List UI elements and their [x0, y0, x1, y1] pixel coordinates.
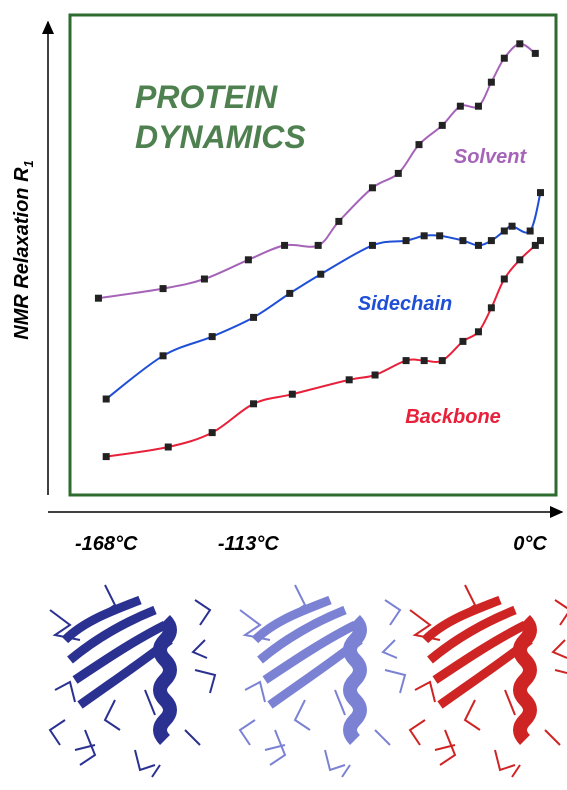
data-point: [509, 223, 516, 230]
data-point: [369, 242, 376, 249]
data-point: [103, 453, 110, 460]
data-point: [95, 295, 102, 302]
data-point: [165, 444, 172, 451]
data-point: [245, 256, 252, 263]
data-point: [527, 228, 534, 235]
data-point: [369, 184, 376, 191]
x-tick-label: -168°C: [75, 533, 138, 555]
data-point: [537, 189, 544, 196]
data-point: [372, 372, 379, 379]
data-point: [459, 237, 466, 244]
data-point: [317, 271, 324, 278]
data-point: [532, 50, 539, 57]
data-point: [395, 170, 402, 177]
data-point: [335, 218, 342, 225]
data-point: [421, 357, 428, 364]
data-point: [103, 396, 110, 403]
data-point: [516, 40, 523, 47]
data-point: [289, 391, 296, 398]
data-point: [346, 376, 353, 383]
data-point: [281, 242, 288, 249]
data-point: [160, 285, 167, 292]
data-point: [201, 276, 208, 283]
series-label: Solvent: [454, 146, 528, 168]
structure-mid: [240, 585, 405, 777]
data-point: [209, 333, 216, 340]
data-point: [475, 103, 482, 110]
x-tick-label: 0°C: [513, 533, 547, 555]
data-point: [475, 242, 482, 249]
data-point: [403, 237, 410, 244]
series-label: Backbone: [405, 406, 501, 428]
data-point: [160, 352, 167, 359]
data-point: [439, 122, 446, 129]
structure-high: [410, 585, 567, 777]
series-label: Sidechain: [358, 293, 452, 315]
protein-structures: [50, 585, 567, 777]
data-point: [501, 228, 508, 235]
x-tick-label: -113°C: [218, 533, 280, 555]
data-point: [415, 141, 422, 148]
data-point: [286, 290, 293, 297]
data-point: [475, 328, 482, 335]
data-point: [421, 232, 428, 239]
data-point: [436, 232, 443, 239]
data-point: [403, 357, 410, 364]
data-point: [250, 400, 257, 407]
data-point: [457, 103, 464, 110]
data-point: [250, 314, 257, 321]
data-point: [315, 242, 322, 249]
fit-line: [106, 193, 540, 399]
data-point: [488, 304, 495, 311]
structure-low: [50, 585, 215, 777]
data-point: [501, 276, 508, 283]
data-point: [516, 256, 523, 263]
data-point: [209, 429, 216, 436]
data-point: [459, 338, 466, 345]
data-point: [501, 55, 508, 62]
data-point: [488, 237, 495, 244]
data-point: [488, 79, 495, 86]
data-point: [537, 237, 544, 244]
data-point: [439, 357, 446, 364]
figure: NMR Relaxation R1 PROTEINDYNAMICS -168°C -…: [0, 0, 567, 785]
y-axis-label: NMR Relaxation R1: [11, 160, 36, 339]
